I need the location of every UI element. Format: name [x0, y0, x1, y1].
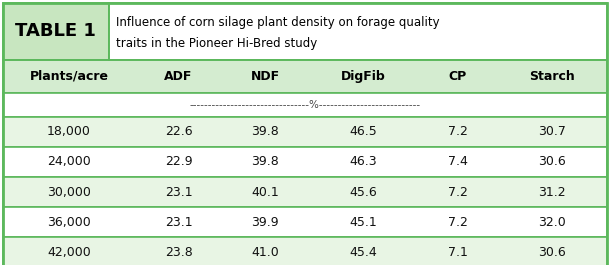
Text: Starch: Starch: [529, 70, 575, 83]
Text: ADF: ADF: [164, 70, 193, 83]
Text: TABLE 1: TABLE 1: [15, 22, 96, 40]
Text: 22.9: 22.9: [165, 155, 192, 169]
Text: 7.4: 7.4: [448, 155, 468, 169]
Text: CP: CP: [449, 70, 467, 83]
Text: 7.2: 7.2: [448, 216, 468, 229]
Text: 46.3: 46.3: [350, 155, 378, 169]
Text: 30,000: 30,000: [47, 186, 91, 199]
Text: NDF: NDF: [251, 70, 280, 83]
Text: 23.8: 23.8: [165, 246, 192, 259]
Text: 7.2: 7.2: [448, 186, 468, 199]
Text: 45.6: 45.6: [350, 186, 378, 199]
Bar: [109, 3, 607, 60]
Text: 22.6: 22.6: [165, 125, 192, 138]
Bar: [3, 177, 607, 207]
Text: Plants/acre: Plants/acre: [30, 70, 109, 83]
Bar: [3, 60, 607, 93]
Text: 41.0: 41.0: [251, 246, 279, 259]
Text: 30.6: 30.6: [539, 155, 566, 169]
Text: --------------------------------%---------------------------: --------------------------------%-------…: [190, 100, 420, 110]
Text: 18,000: 18,000: [47, 125, 91, 138]
Text: 45.4: 45.4: [350, 246, 378, 259]
Text: 30.7: 30.7: [538, 125, 566, 138]
Text: 42,000: 42,000: [47, 246, 91, 259]
Text: 39.8: 39.8: [251, 125, 279, 138]
Text: traits in the Pioneer Hi-Bred study: traits in the Pioneer Hi-Bred study: [116, 37, 317, 50]
Text: 7.2: 7.2: [448, 125, 468, 138]
Text: 23.1: 23.1: [165, 186, 192, 199]
Text: 23.1: 23.1: [165, 216, 192, 229]
Text: 36,000: 36,000: [47, 216, 91, 229]
Bar: [3, 3, 109, 60]
Text: 32.0: 32.0: [539, 216, 566, 229]
Text: 39.8: 39.8: [251, 155, 279, 169]
Text: 45.1: 45.1: [350, 216, 378, 229]
Text: 7.1: 7.1: [448, 246, 468, 259]
Text: 30.6: 30.6: [539, 246, 566, 259]
Text: 40.1: 40.1: [251, 186, 279, 199]
Bar: [3, 117, 607, 147]
Bar: [3, 207, 607, 237]
Text: 46.5: 46.5: [350, 125, 378, 138]
Bar: [3, 237, 607, 265]
Text: 39.9: 39.9: [251, 216, 279, 229]
Text: Influence of corn silage plant density on forage quality: Influence of corn silage plant density o…: [116, 16, 440, 29]
Text: 31.2: 31.2: [539, 186, 566, 199]
Bar: [3, 147, 607, 177]
Text: DigFib: DigFib: [341, 70, 386, 83]
Bar: [3, 93, 607, 117]
Text: 24,000: 24,000: [47, 155, 91, 169]
